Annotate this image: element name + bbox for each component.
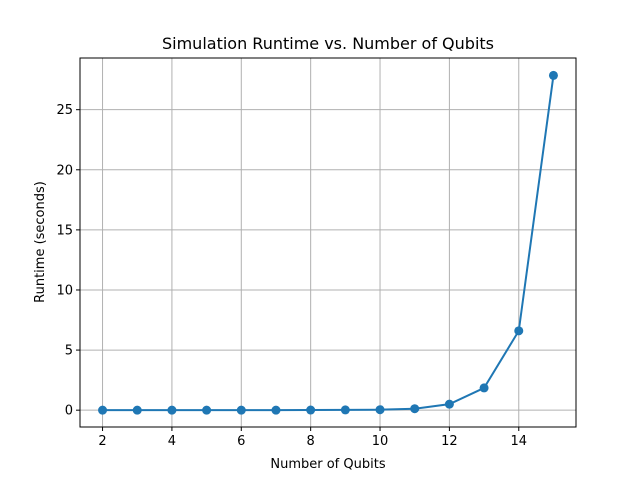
data-point bbox=[375, 405, 385, 415]
y-tick-label: 25 bbox=[56, 103, 73, 118]
data-point bbox=[479, 383, 489, 393]
x-tick-label: 8 bbox=[307, 434, 315, 449]
plot-frame bbox=[79, 57, 577, 428]
y-axis-label: Runtime (seconds) bbox=[33, 181, 48, 303]
y-tick-label: 15 bbox=[56, 223, 73, 238]
x-tick-label: 2 bbox=[98, 434, 106, 449]
data-point bbox=[271, 405, 281, 415]
data-point bbox=[236, 405, 246, 415]
x-tick-label: 14 bbox=[510, 434, 527, 449]
y-tick-label: 0 bbox=[65, 404, 73, 419]
series-line bbox=[102, 75, 555, 412]
data-point bbox=[306, 405, 316, 415]
chart-title: Simulation Runtime vs. Number of Qubits bbox=[162, 34, 494, 53]
y-tick-label: 10 bbox=[56, 283, 73, 298]
series-layer bbox=[98, 70, 558, 415]
x-tick-label: 12 bbox=[441, 434, 458, 449]
data-point bbox=[167, 405, 177, 415]
x-tick-label: 10 bbox=[372, 434, 389, 449]
data-point bbox=[202, 405, 212, 415]
x-tick-label: 4 bbox=[168, 434, 176, 449]
data-point bbox=[548, 70, 558, 80]
x-axis-label: Number of Qubits bbox=[270, 457, 385, 472]
data-point bbox=[514, 326, 524, 336]
y-tick-label: 5 bbox=[65, 344, 73, 359]
y-tick-label: 20 bbox=[56, 163, 73, 178]
grid bbox=[80, 58, 576, 427]
data-point bbox=[410, 404, 420, 414]
x-tick-label: 6 bbox=[237, 434, 245, 449]
ticks: 2 4 6 8 10 12 14 0 5 10 15 20 25 bbox=[56, 103, 527, 449]
data-point bbox=[444, 399, 454, 409]
data-point bbox=[340, 405, 350, 415]
data-point bbox=[98, 405, 108, 415]
data-point bbox=[132, 405, 142, 415]
